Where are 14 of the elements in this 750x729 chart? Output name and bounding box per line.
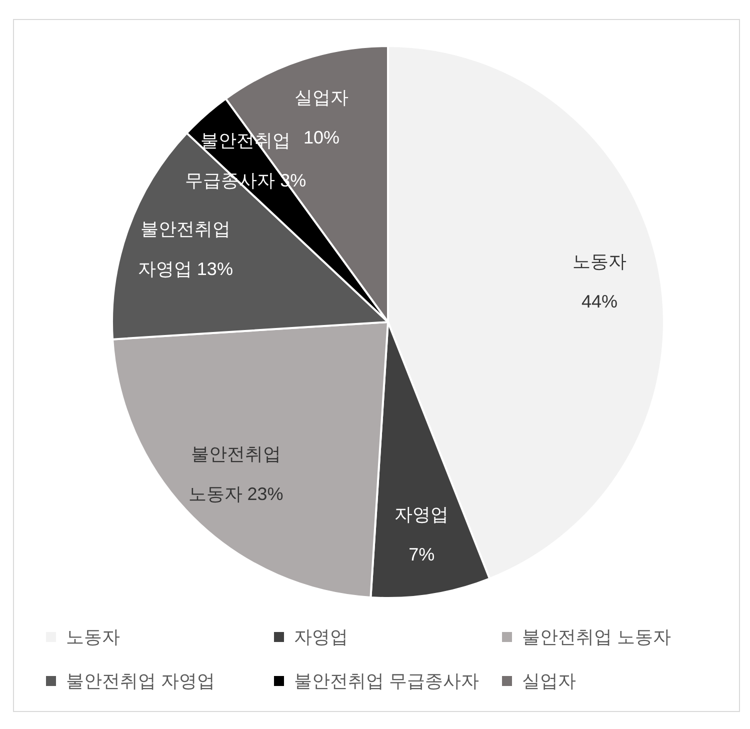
legend-label: 불안전취업 노동자 [522, 627, 672, 647]
data-label: 7% [408, 544, 435, 565]
slice-label: 자영업 [394, 504, 449, 525]
legend-label: 자영업 [294, 627, 348, 647]
data-label: 44% [581, 292, 618, 312]
legend-label: 실업자 [522, 671, 576, 691]
slice-label: 노동자 [572, 252, 626, 272]
slice-label: 실업자 [294, 87, 348, 108]
data-label: 10% [303, 127, 340, 148]
category-label: 불안전취업 자영업 13% [138, 219, 233, 280]
legend-label: 노동자 [66, 627, 120, 647]
legend-label: 불안전취업 무급종사자 [294, 671, 480, 691]
category-label: 불안전취업 노동자 23% [188, 444, 284, 504]
legend-label: 불안전취업 자영업 [66, 671, 216, 691]
